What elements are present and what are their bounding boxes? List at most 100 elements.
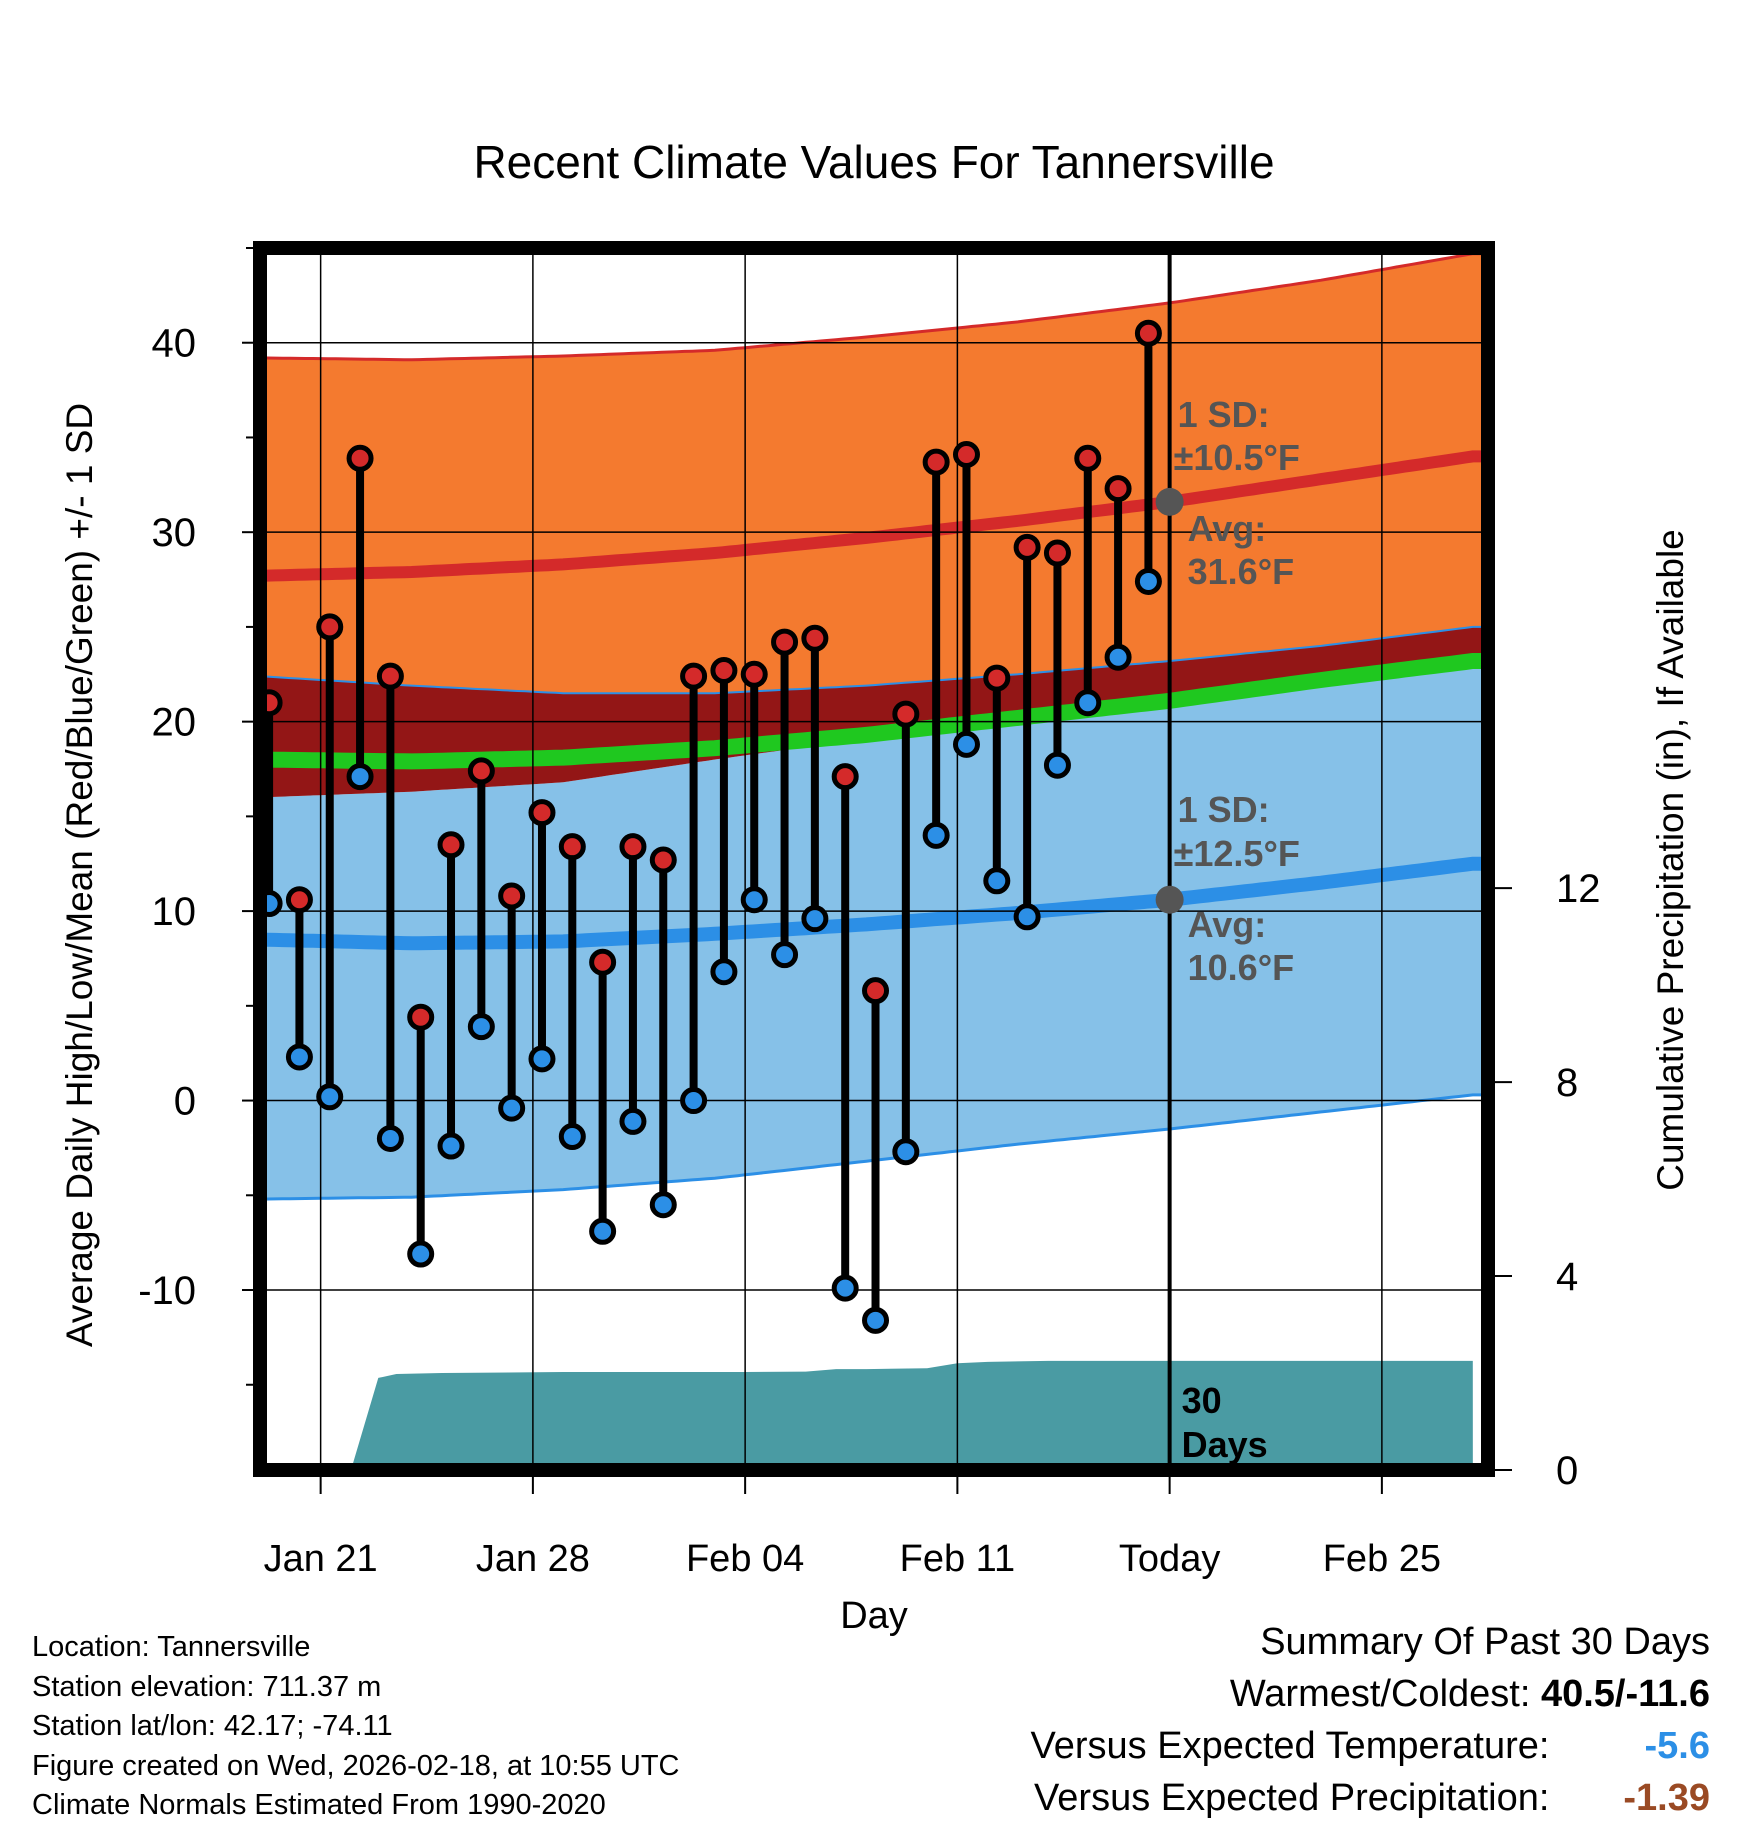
- daily-low-point: [1074, 689, 1102, 717]
- daily-low-point: [467, 1013, 495, 1041]
- daily-high-point: [862, 977, 890, 1005]
- y2-tick-label: 8: [1556, 1061, 1578, 1105]
- daily-low-point: [952, 730, 980, 758]
- daily-high-point: [285, 886, 313, 914]
- y-tick-label: 40: [152, 322, 197, 366]
- high-minus-sd-line: [260, 625, 1488, 695]
- x-tick-label: Feb 11: [900, 1538, 1015, 1580]
- summary-precip-row: Versus Expected Precipitation: -1.39: [1031, 1772, 1710, 1824]
- daily-high-point: [528, 799, 556, 827]
- daily-low-point: [498, 1094, 526, 1122]
- chart-title: Recent Climate Values For Tannersville: [473, 136, 1274, 188]
- summary-warmest-row: Warmest/Coldest: 40.5/-11.6: [1031, 1668, 1710, 1720]
- high-sd-label: 1 SD:: [1178, 394, 1270, 435]
- summary-precip-label: Versus Expected Precipitation:: [1034, 1777, 1550, 1819]
- axes: -10 0 10 20 30 40 0 4 8 12 Jan 21 Jan 28 Feb 04 Feb 1…: [138, 247, 1601, 1580]
- daily-high-point: [1134, 319, 1162, 347]
- precipitation-area: [260, 1360, 1473, 1470]
- low-sd-label: 1 SD:: [1178, 789, 1270, 830]
- daily-high-point: [922, 448, 950, 476]
- y2-tick-label: 0: [1556, 1449, 1578, 1493]
- daily-low-point: [619, 1107, 647, 1135]
- daily-high-point: [892, 700, 920, 728]
- daily-low-point: [1013, 903, 1041, 931]
- high-avg-label: Avg:: [1188, 508, 1267, 549]
- y2-tick-label: 12: [1556, 867, 1601, 911]
- station-latlon: Station lat/lon: 42.17; -74.11: [32, 1710, 393, 1742]
- low-avg-value: 10.6°F: [1188, 947, 1294, 988]
- daily-low-point: [862, 1306, 890, 1334]
- daily-low-point: [983, 867, 1011, 895]
- daily-low-point: [710, 958, 738, 986]
- daily-low-point: [801, 905, 829, 933]
- low-sd-value: ±12.5°F: [1174, 833, 1300, 874]
- summary-warmest-label: Warmest/Coldest:: [1229, 1673, 1541, 1715]
- y-tick-label: -10: [138, 1269, 196, 1313]
- daily-high-point: [801, 624, 829, 652]
- daily-high-point: [771, 628, 799, 656]
- daily-high-point: [376, 662, 404, 690]
- summary-title: Summary Of Past 30 Days: [1260, 1621, 1710, 1663]
- daily-high-point: [831, 763, 859, 791]
- daily-high-point: [680, 662, 708, 690]
- daily-low-point: [285, 1043, 313, 1071]
- figure-created: Figure created on Wed, 2026-02-18, at 10…: [32, 1749, 680, 1782]
- summary-temp-row: Versus Expected Temperature: -5.6: [1031, 1720, 1710, 1772]
- summary-panel: Summary Of Past 30 Days Warmest/Coldest:…: [1031, 1616, 1710, 1824]
- daily-high-point: [346, 444, 374, 472]
- y-tick-label: 0: [174, 1080, 196, 1124]
- y2-tick-label: 4: [1556, 1255, 1578, 1299]
- daily-low-point: [649, 1191, 677, 1219]
- daily-low-point: [558, 1123, 586, 1151]
- daily-high-point: [952, 441, 980, 469]
- x-tick-label: Jan 28: [476, 1538, 590, 1580]
- daily-low-point: [589, 1217, 617, 1245]
- daily-high-point: [558, 833, 586, 861]
- daily-high-point: [710, 656, 738, 684]
- daily-low-point: [437, 1132, 465, 1160]
- daily-high-point: [1104, 475, 1132, 503]
- summary-warmest-value: 40.5/-11.6: [1540, 1673, 1710, 1715]
- plot-frame: [253, 241, 1495, 1477]
- daily-high-point: [437, 831, 465, 859]
- station-elevation: Station elevation: 711.37 m: [32, 1670, 382, 1703]
- summary-temp-value: -5.6: [1644, 1725, 1710, 1767]
- station-location: Location: Tannersville: [32, 1631, 311, 1663]
- x-tick-label: Jan 21: [264, 1538, 378, 1580]
- today-high-avg-point: [1155, 487, 1184, 516]
- days-label-text: Days: [1182, 1424, 1268, 1465]
- daily-low-point: [680, 1087, 708, 1115]
- summary-temp-label: Versus Expected Temperature:: [1030, 1725, 1550, 1767]
- daily-high-point: [589, 948, 617, 976]
- days-label-number: 30: [1182, 1380, 1222, 1421]
- daily-high-point: [1013, 533, 1041, 561]
- daily-low-point: [316, 1083, 344, 1111]
- low-normal-line: [260, 856, 1488, 951]
- high-normal-line: [260, 450, 1488, 582]
- daily-low-point: [1134, 567, 1162, 595]
- mean-normal-line: [260, 653, 1488, 770]
- y-axis-label: Average Daily High/Low/Mean (Red/Blue/Gr…: [59, 403, 100, 1347]
- x-axis-label: Day: [840, 1595, 908, 1637]
- daily-high-point: [498, 882, 526, 910]
- daily-high-point: [467, 757, 495, 785]
- daily-high-point: [407, 1003, 435, 1031]
- daily-high-point: [1074, 444, 1102, 472]
- low-sd-band: [260, 666, 1488, 1200]
- daily-low-point: [771, 941, 799, 969]
- daily-low-point: [1043, 751, 1071, 779]
- daily-low-point: [740, 886, 768, 914]
- y-tick-label: 30: [152, 511, 197, 555]
- y2-axis-label: Cumulative Precipitation (in), If Availa…: [1650, 529, 1691, 1191]
- normals-period: Climate Normals Estimated From 1990-2020: [32, 1789, 606, 1821]
- high-plus-sd-line: [260, 252, 1488, 362]
- daily-high-point: [649, 846, 677, 874]
- daily-low-point: [1104, 643, 1132, 671]
- high-avg-value: 31.6°F: [1188, 551, 1294, 592]
- high-sd-band: [260, 253, 1488, 694]
- y-tick-label: 10: [152, 890, 197, 934]
- x-tick-label: Feb 04: [686, 1538, 804, 1580]
- daily-low-point: [346, 763, 374, 791]
- daily-high-point: [316, 613, 344, 641]
- daily-low-point: [831, 1274, 859, 1302]
